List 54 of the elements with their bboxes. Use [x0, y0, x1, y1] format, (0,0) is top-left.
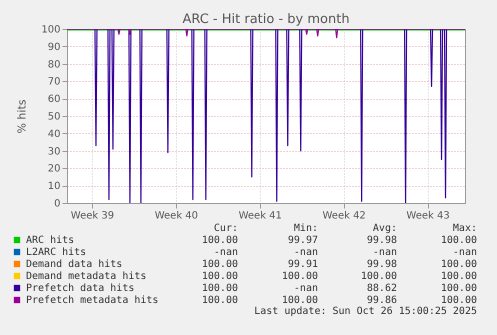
- text: -nan: [452, 247, 477, 258]
- y-tick-label: 100: [41, 24, 60, 36]
- y-tick-label: 50: [48, 112, 60, 122]
- text: 99.86: [366, 295, 397, 306]
- text: 99.98: [366, 235, 397, 246]
- y-tick-label: 10: [48, 181, 60, 192]
- text: 100.00: [440, 283, 477, 294]
- text: Cur:: [214, 223, 238, 234]
- text: 100.00: [202, 259, 238, 270]
- legend-label: Demand data hits: [26, 259, 122, 270]
- y-tick-label: 20: [48, 164, 60, 175]
- text: Max:: [452, 223, 477, 234]
- legend-label: Prefetch metadata hits: [26, 295, 158, 306]
- text: 100.00: [282, 271, 318, 282]
- x-tick-label: Week 40: [154, 210, 198, 222]
- legend-label: ARC hits: [26, 235, 74, 246]
- text: 100.00: [440, 259, 477, 270]
- text: 100.00: [440, 271, 477, 282]
- legend-label: L2ARC hits: [26, 247, 86, 258]
- text: 100.00: [202, 271, 238, 282]
- text: 100.00: [282, 295, 318, 306]
- text: 88.62: [366, 283, 397, 294]
- text: Avg:: [372, 223, 397, 234]
- y-tick-label: 80: [48, 59, 60, 70]
- y-tick-label: 40: [48, 128, 60, 140]
- x-tick-label: Week 42: [322, 210, 366, 222]
- legend-label: Demand metadata hits: [26, 271, 146, 282]
- text: 99.98: [366, 259, 397, 270]
- text: -nan: [294, 247, 318, 258]
- y-tick-label: 0: [54, 198, 60, 210]
- y-tick-label: 90: [48, 42, 60, 53]
- text: 99.91: [288, 259, 318, 270]
- legend-label: Prefetch data hits: [26, 283, 134, 294]
- text: 99.97: [288, 235, 318, 246]
- chart-title: ARC - Hit ratio - by month: [182, 12, 350, 27]
- y-tick-label: 60: [48, 94, 60, 106]
- text: 100.00: [202, 235, 238, 246]
- x-tick-label: Week 41: [238, 210, 282, 222]
- text: 100.00: [202, 283, 238, 294]
- text: -nan: [214, 247, 238, 258]
- text: 100.00: [440, 235, 477, 246]
- text: 100.00: [202, 295, 238, 306]
- text: -nan: [372, 247, 397, 258]
- y-tick-label: 70: [48, 76, 60, 88]
- line-series: [67, 29, 465, 38]
- text: 100.00: [360, 271, 397, 282]
- x-tick-label: Week 43: [406, 210, 450, 222]
- text: -nan: [294, 283, 318, 294]
- text: Last update: Sun Oct 26 15:00:25 2025: [254, 306, 477, 317]
- text: 100.00: [440, 295, 477, 306]
- y-tick-label: 30: [48, 146, 60, 158]
- x-tick-label: Week 39: [70, 210, 114, 222]
- y-axis-title: % hits: [15, 99, 28, 134]
- text: Min:: [294, 223, 318, 234]
